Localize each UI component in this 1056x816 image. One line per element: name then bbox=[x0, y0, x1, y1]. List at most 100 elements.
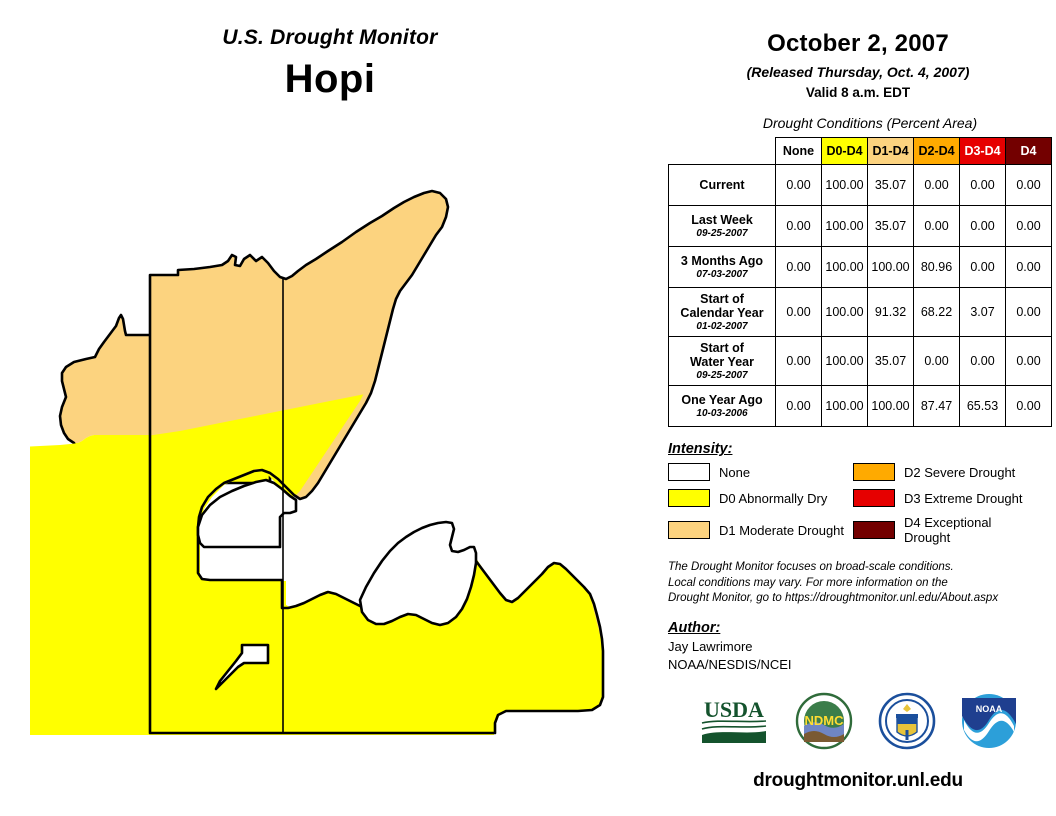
table-row: Start of Water Year 09-25-2007 0.00 100.00 35… bbox=[668, 336, 1052, 387]
table-cell-value: 35.07 bbox=[867, 336, 914, 387]
table-cell-value: 0.00 bbox=[1005, 336, 1052, 387]
legend-label-d0: D0 Abnormally Dry bbox=[719, 490, 828, 506]
intensity-legend: Intensity: None D2 Severe Drought D0 Abn… bbox=[668, 441, 1048, 545]
ndmc-logo-text: NDMC bbox=[805, 713, 845, 728]
legend-item-d4: D4 Exceptional Drought bbox=[853, 515, 1038, 545]
row-label: Start of Calendar Year 01-02-2007 bbox=[668, 286, 776, 338]
table-cell-value: 0.00 bbox=[775, 385, 822, 428]
table-cell-value: 0.00 bbox=[775, 336, 822, 387]
drought-conditions-table: None D0-D4 D1-D4 D2-D4 D3-D4 D4 Current 0… bbox=[668, 137, 1052, 428]
swatch-d1 bbox=[668, 521, 710, 540]
legend-label-none: None bbox=[719, 464, 751, 480]
table-cell-value: 0.00 bbox=[913, 205, 960, 247]
table-cell-value: 0.00 bbox=[1005, 205, 1052, 247]
author-title: Author: bbox=[668, 619, 721, 636]
legend-label-d1: D1 Moderate Drought bbox=[719, 522, 845, 538]
usda-logo-text: USDA bbox=[704, 697, 764, 722]
row-label: Current bbox=[668, 164, 776, 206]
table-cell-value: 87.47 bbox=[913, 385, 960, 428]
row-label-name: Calendar Year bbox=[680, 306, 764, 320]
table-cell-value: 0.00 bbox=[959, 246, 1006, 288]
logo-row: USDA NDMC NOAA bbox=[660, 692, 1056, 750]
date-block: October 2, 2007 (Released Thursday, Oct.… bbox=[660, 0, 1056, 100]
table-cell-value: 0.00 bbox=[775, 205, 822, 247]
table-cell-value: 100.00 bbox=[821, 336, 868, 387]
table-cell-value: 0.00 bbox=[959, 205, 1006, 247]
table-cell-value: 0.00 bbox=[913, 164, 960, 206]
table-cell-value: 68.22 bbox=[913, 286, 960, 338]
map-svg bbox=[30, 189, 605, 735]
table-row: Start of Calendar Year 01-02-2007 0.00 100.0… bbox=[668, 286, 1052, 338]
table-row: One Year Ago 10-03-2006 0.00 100.00 100.00 87… bbox=[668, 385, 1052, 428]
table-cell-value: 100.00 bbox=[821, 164, 868, 206]
legend-item-d0: D0 Abnormally Dry bbox=[668, 489, 853, 508]
swatch-d4 bbox=[853, 521, 895, 540]
right-panel: October 2, 2007 (Released Thursday, Oct.… bbox=[660, 0, 1056, 816]
table-cell-value: 100.00 bbox=[821, 286, 868, 338]
table-cell-value: 100.00 bbox=[867, 385, 914, 428]
author-name: Jay Lawrimore bbox=[668, 638, 753, 654]
table-cell-value: 91.32 bbox=[867, 286, 914, 338]
legend-item-d2: D2 Severe Drought bbox=[853, 463, 1038, 482]
table-caption: Drought Conditions (Percent Area) bbox=[762, 115, 978, 131]
row-label-date: 01-02-2007 bbox=[696, 321, 748, 332]
table-corner-cell bbox=[669, 138, 776, 165]
usda-logo: USDA bbox=[701, 697, 767, 743]
col-header-d2d4: D2-D4 bbox=[913, 137, 960, 165]
table-header-row: None D0-D4 D1-D4 D2-D4 D3-D4 D4 bbox=[669, 137, 1052, 165]
author-affiliation: NOAA/NESDIS/NCEI bbox=[668, 656, 792, 672]
legend-label-d2: D2 Severe Drought bbox=[904, 464, 1016, 480]
table-row: 3 Months Ago 07-03-2007 0.00 100.00 100.00 80… bbox=[668, 246, 1052, 288]
table-cell-value: 100.00 bbox=[821, 385, 868, 428]
row-label: Last Week 09-25-2007 bbox=[668, 205, 776, 247]
disclaimer-line-2: Local conditions may vary. For more info… bbox=[668, 576, 948, 589]
table-cell-value: 80.96 bbox=[913, 246, 960, 288]
noaa-logo: NOAA bbox=[962, 694, 1016, 748]
swatch-d0 bbox=[668, 489, 710, 508]
table-cell-value: 0.00 bbox=[1005, 286, 1052, 338]
row-label: Start of Water Year 09-25-2007 bbox=[668, 336, 776, 387]
map-notch-north-central bbox=[196, 478, 298, 549]
table-cell-value: 0.00 bbox=[959, 164, 1006, 206]
map-enclave-southeast bbox=[358, 520, 478, 627]
table-cell-value: 100.00 bbox=[821, 205, 868, 247]
legend-grid: None D2 Severe Drought D0 Abnormally Dry… bbox=[668, 463, 1048, 545]
map-date: October 2, 2007 bbox=[767, 30, 949, 57]
row-label-date: 10-03-2006 bbox=[696, 408, 748, 420]
map-notch-bottom-left bbox=[214, 643, 270, 691]
table-cell-value: 35.07 bbox=[867, 205, 914, 247]
release-date: (Released Thursday, Oct. 4, 2007) bbox=[746, 64, 970, 80]
col-header-d0d4: D0-D4 bbox=[821, 137, 868, 165]
main-body-outline bbox=[148, 189, 605, 735]
table-header: None D0-D4 D1-D4 D2-D4 D3-D4 D4 bbox=[669, 137, 1052, 165]
col-header-d3d4: D3-D4 bbox=[959, 137, 1006, 165]
row-label-date: 09-25-2007 bbox=[696, 227, 748, 239]
table-cell-value: 0.00 bbox=[775, 164, 822, 206]
drought-map[interactable] bbox=[30, 175, 660, 735]
map-area-main-body bbox=[30, 189, 605, 735]
row-label-name: Start of bbox=[700, 292, 744, 306]
table-cell-value: 65.53 bbox=[959, 385, 1006, 428]
valid-time: Valid 8 a.m. EDT bbox=[805, 85, 911, 100]
row-label-name: 3 Months Ago bbox=[680, 253, 764, 268]
legend-label-d4: D4 Exceptional Drought bbox=[904, 515, 992, 546]
legend-label-d3: D3 Extreme Drought bbox=[904, 490, 1023, 506]
row-label-name: Start of bbox=[700, 341, 744, 356]
ndmc-logo: NDMC bbox=[795, 692, 853, 750]
table-row: Current 0.00 100.00 35.07 0.00 0.00 0.00 bbox=[668, 164, 1052, 206]
noaa-logo-text: NOAA bbox=[976, 704, 1003, 714]
table-body: Current 0.00 100.00 35.07 0.00 0.00 0.00 Last W… bbox=[668, 164, 1052, 428]
title-block: U.S. Drought Monitor Hopi bbox=[0, 26, 660, 102]
disclaimer-line-3: Drought Monitor, go to https://droughtmo… bbox=[668, 591, 999, 604]
table-cell-value: 0.00 bbox=[913, 336, 960, 387]
col-header-d4: D4 bbox=[1005, 137, 1052, 165]
table-cell-value: 0.00 bbox=[775, 246, 822, 288]
author-block: Author: Jay Lawrimore NOAA/NESDIS/NCEI bbox=[668, 620, 1056, 672]
site-url[interactable]: droughtmonitor.unl.edu bbox=[753, 770, 963, 791]
swatch-none bbox=[668, 463, 710, 482]
table-cell-value: 0.00 bbox=[1005, 385, 1052, 428]
row-label: 3 Months Ago 07-03-2007 bbox=[668, 246, 776, 288]
table-cell-value: 0.00 bbox=[959, 336, 1006, 387]
row-label: One Year Ago 10-03-2006 bbox=[668, 385, 776, 428]
table-cell-value: 0.00 bbox=[775, 286, 822, 338]
